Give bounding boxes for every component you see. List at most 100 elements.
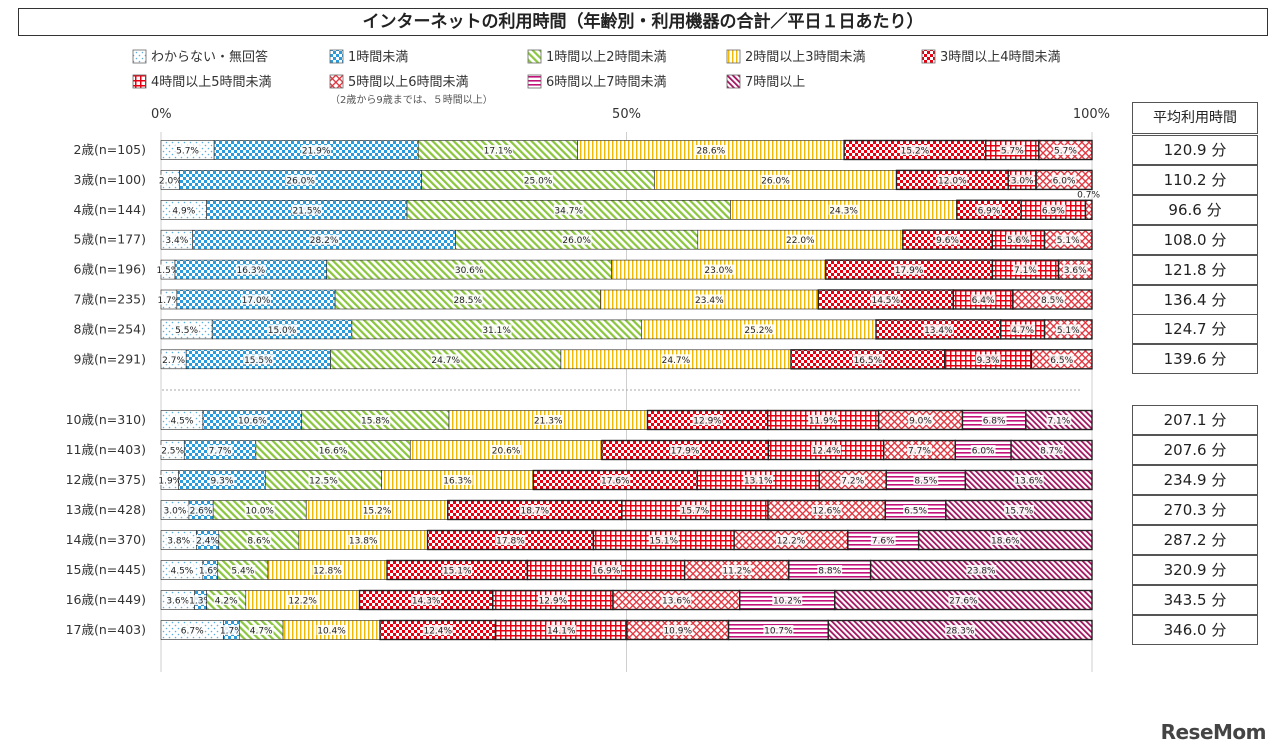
legend-swatch-3 <box>726 49 741 64</box>
data-label-bg <box>157 174 183 185</box>
data-label: 10.4% <box>317 627 346 637</box>
data-label-bg <box>361 505 392 515</box>
data-label-bg <box>695 145 726 155</box>
data-label: 9.3% <box>977 356 1000 366</box>
avg-time-cell: 343.5 分 <box>1132 585 1258 615</box>
data-label-bg <box>454 264 485 275</box>
data-label: 1.7% <box>157 296 180 306</box>
data-label-bg <box>235 264 266 275</box>
row-label: 5歳(n=177) <box>74 232 146 247</box>
legend-swatch-6 <box>329 74 344 89</box>
data-label: 14.3% <box>412 597 441 607</box>
data-label-bg <box>533 415 564 425</box>
legend-swatch-7 <box>527 74 542 89</box>
data-label: 1.9% <box>158 477 181 487</box>
data-label-bg <box>422 625 453 635</box>
data-label-bg <box>287 595 318 605</box>
row-label: 16歳(n=449) <box>66 592 146 607</box>
data-label-bg <box>763 625 794 635</box>
data-label-bg <box>491 445 522 455</box>
data-label-bg <box>935 234 960 245</box>
data-label-bg <box>195 535 220 545</box>
data-label-bg <box>999 145 1025 155</box>
row-label: 6歳(n=196) <box>74 262 146 277</box>
data-label: 9.0% <box>909 417 932 427</box>
avg-time-cell: 207.6 分 <box>1132 435 1258 465</box>
data-label: 2.7% <box>162 356 185 366</box>
data-label-bg <box>1053 145 1078 155</box>
data-label: 28.2% <box>310 236 339 246</box>
data-label: 5.6% <box>1007 236 1030 246</box>
data-label-bg <box>828 204 859 215</box>
data-label-bg <box>1055 324 1081 335</box>
data-label: 2.4% <box>196 537 219 547</box>
avg-time-cell: 121.8 分 <box>1132 254 1258 285</box>
data-label: 0.7% <box>1077 190 1100 200</box>
data-label: 11.9% <box>809 417 838 427</box>
data-label-bg <box>913 475 939 485</box>
x-tick-label: 0% <box>151 107 172 122</box>
data-label: 23.8% <box>967 567 996 577</box>
data-label: 17.6% <box>601 477 630 487</box>
data-label-bg <box>692 415 723 425</box>
data-label: 15.1% <box>443 567 472 577</box>
data-label: 34.7% <box>554 206 583 216</box>
data-label: 25.0% <box>524 176 553 186</box>
data-label: 5.1% <box>1057 326 1080 336</box>
data-label-bg <box>267 324 298 335</box>
row-label: 13歳(n=428) <box>66 502 146 517</box>
data-label: 12.2% <box>777 537 806 547</box>
data-label-bg <box>966 565 997 575</box>
data-label: 6.0% <box>972 447 995 457</box>
data-label-bg <box>537 595 568 605</box>
data-label-bg <box>600 475 631 485</box>
bar-segment <box>1084 199 1093 221</box>
data-label-bg <box>309 234 340 245</box>
data-label-bg <box>218 625 244 635</box>
data-label: 18.7% <box>520 507 549 517</box>
data-label: 18.6% <box>991 537 1020 547</box>
data-label-bg <box>662 625 693 635</box>
data-label-bg <box>308 475 339 485</box>
data-label: 27.6% <box>949 597 978 607</box>
legend-label-8: 7時間以上 <box>745 75 805 90</box>
row-label: 9歳(n=291) <box>74 351 146 366</box>
data-label: 3.0% <box>164 507 187 517</box>
data-label: 16.9% <box>592 567 621 577</box>
data-label: 4.5% <box>170 567 193 577</box>
data-label: 8.7% <box>1040 447 1063 457</box>
avg-time-header: 平均利用時間 <box>1132 102 1258 134</box>
data-label: 5.4% <box>231 567 254 577</box>
data-label: 4.2% <box>215 597 238 607</box>
bars: 2歳(n=105) 5.7% 21.9% 17.1% 28.6% 15.2% 5.7% 5.7… <box>66 139 1100 641</box>
data-label-bg <box>174 324 200 335</box>
data-label: 10.2% <box>773 597 802 607</box>
data-label: 10.0% <box>245 507 274 517</box>
data-label-bg <box>1013 475 1044 485</box>
data-label-bg <box>285 174 316 185</box>
data-label: 1.3% <box>189 597 212 607</box>
data-label-bg <box>760 174 791 185</box>
data-label: 16.3% <box>443 477 472 487</box>
data-label: 8.5% <box>914 477 937 487</box>
data-label: 12.9% <box>539 597 568 607</box>
data-label-bg <box>301 145 332 155</box>
data-label-bg <box>1051 174 1077 185</box>
avg-time-cell: 120.9 分 <box>1132 135 1258 165</box>
data-label-bg <box>213 595 239 605</box>
data-label: 1.6% <box>199 567 222 577</box>
data-label: 15.0% <box>268 326 297 336</box>
data-label: 15.7% <box>1005 507 1034 517</box>
data-label-bg <box>209 475 235 485</box>
data-label-bg <box>243 354 274 365</box>
data-label-bg <box>348 535 379 545</box>
data-label: 28.6% <box>697 147 726 157</box>
data-label-bg <box>561 234 592 245</box>
data-label: 1.7% <box>220 627 243 637</box>
data-label: 15.2% <box>901 147 930 157</box>
data-label: 1.5% <box>157 266 180 276</box>
data-label: 12.5% <box>309 477 338 487</box>
data-label: 5.1% <box>1057 236 1080 246</box>
legend-swatch-8 <box>726 74 741 89</box>
data-label: 31.1% <box>482 326 511 336</box>
